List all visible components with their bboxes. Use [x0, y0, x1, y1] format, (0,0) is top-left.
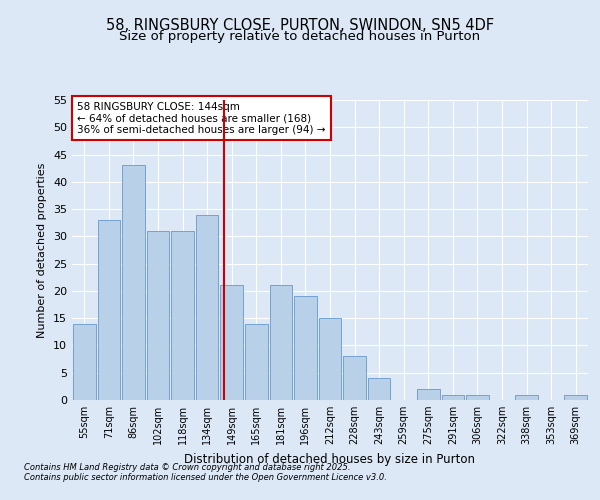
Text: Size of property relative to detached houses in Purton: Size of property relative to detached ho…: [119, 30, 481, 43]
Bar: [319, 318, 341, 400]
Bar: [565, 394, 587, 400]
Bar: [294, 296, 317, 400]
Text: Contains public sector information licensed under the Open Government Licence v3: Contains public sector information licen…: [24, 472, 387, 482]
Bar: [417, 389, 440, 400]
Bar: [442, 394, 464, 400]
Text: 58 RINGSBURY CLOSE: 144sqm
← 64% of detached houses are smaller (168)
36% of sem: 58 RINGSBURY CLOSE: 144sqm ← 64% of deta…: [77, 102, 326, 134]
Text: 58, RINGSBURY CLOSE, PURTON, SWINDON, SN5 4DF: 58, RINGSBURY CLOSE, PURTON, SWINDON, SN…: [106, 18, 494, 32]
Bar: [171, 231, 194, 400]
Text: Contains HM Land Registry data © Crown copyright and database right 2025.: Contains HM Land Registry data © Crown c…: [24, 462, 350, 471]
Bar: [220, 286, 243, 400]
Bar: [343, 356, 366, 400]
Bar: [515, 394, 538, 400]
Bar: [73, 324, 95, 400]
Y-axis label: Number of detached properties: Number of detached properties: [37, 162, 47, 338]
Bar: [122, 166, 145, 400]
Bar: [245, 324, 268, 400]
X-axis label: Distribution of detached houses by size in Purton: Distribution of detached houses by size …: [185, 452, 476, 466]
Bar: [466, 394, 489, 400]
Bar: [146, 231, 169, 400]
Bar: [98, 220, 120, 400]
Bar: [196, 214, 218, 400]
Bar: [368, 378, 391, 400]
Bar: [269, 286, 292, 400]
